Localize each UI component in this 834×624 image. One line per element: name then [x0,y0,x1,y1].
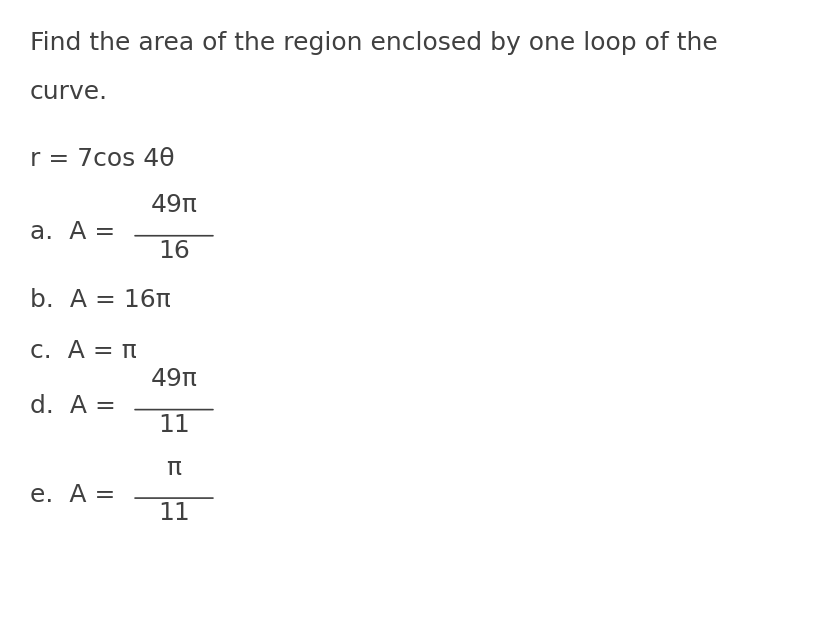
Text: Find the area of the region enclosed by one loop of the: Find the area of the region enclosed by … [30,31,717,56]
Text: c.  A = π: c. A = π [30,339,137,363]
Text: 11: 11 [158,501,190,525]
Text: π: π [167,456,182,480]
Text: 11: 11 [158,412,190,437]
Text: 16: 16 [158,239,190,263]
Text: curve.: curve. [30,80,108,104]
Text: d.  A =: d. A = [30,394,123,418]
Text: 49π: 49π [151,368,198,391]
Text: r = 7cos 4θ: r = 7cos 4θ [30,147,174,171]
Text: 49π: 49π [151,193,198,217]
Text: b.  A = 16π: b. A = 16π [30,288,170,311]
Text: e.  A =: e. A = [30,483,123,507]
Text: a.  A =: a. A = [30,220,123,245]
